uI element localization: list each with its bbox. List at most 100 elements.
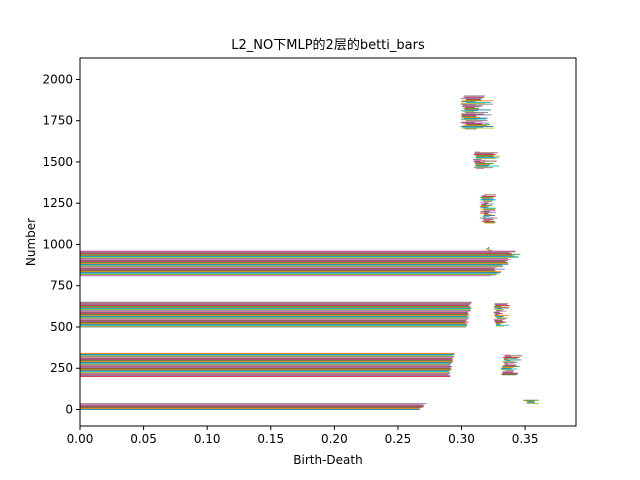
y-tick-label: 1750: [42, 114, 73, 128]
bar: [462, 105, 483, 107]
bar: [80, 326, 467, 328]
bar: [479, 217, 498, 219]
bar: [483, 215, 495, 216]
bar: [80, 372, 451, 374]
bar: [460, 102, 485, 104]
bar: [488, 249, 492, 251]
bar: [476, 158, 496, 160]
bar: [466, 124, 491, 126]
bar: [495, 325, 505, 327]
bar: [80, 374, 449, 376]
bar: [495, 324, 509, 326]
bar: [493, 312, 500, 314]
bar: [80, 363, 451, 365]
bar: [502, 366, 520, 367]
bar: [80, 260, 508, 262]
bar: [462, 114, 492, 116]
bar: [494, 303, 508, 305]
bar: [503, 372, 518, 374]
bar: [461, 100, 493, 102]
bar: [80, 324, 468, 326]
bar: [80, 309, 471, 311]
bar: [80, 258, 508, 259]
bar: [494, 320, 503, 322]
bar: [80, 354, 454, 356]
bar: [80, 307, 471, 309]
bar: [464, 108, 479, 110]
bar: [480, 206, 488, 208]
bar: [474, 165, 500, 167]
bar: [463, 117, 488, 119]
x-tick-label: 0.15: [257, 432, 284, 446]
y-tick-label: 1250: [42, 196, 73, 210]
bar: [80, 268, 505, 270]
bar: [465, 121, 483, 122]
bar: [80, 305, 469, 306]
y-tick-label: 500: [50, 320, 73, 334]
bar: [494, 304, 507, 306]
bar: [479, 199, 496, 201]
bar: [493, 319, 505, 320]
bar: [80, 403, 427, 405]
bar: [80, 258, 512, 260]
y-tick-label: 250: [50, 361, 73, 375]
bar: [80, 267, 497, 268]
bar: [474, 163, 494, 165]
bar: [80, 323, 468, 325]
bar: [80, 375, 451, 377]
bar: [483, 220, 490, 221]
bar: [461, 122, 490, 124]
bar: [481, 198, 494, 200]
bar: [80, 364, 451, 366]
axes-layer: 0.00 0.05 0.10 0.15 0.20 0.25 0.30 0.35 0 250 500 7…: [42, 72, 538, 446]
bar: [484, 214, 493, 216]
bar: [461, 106, 481, 108]
bar: [80, 256, 519, 258]
bar: [497, 318, 507, 320]
bar: [80, 272, 498, 274]
bar: [526, 403, 540, 404]
bar: [494, 319, 503, 321]
bar: [465, 123, 482, 125]
bar: [481, 204, 487, 206]
y-axis-label: Number: [24, 218, 38, 266]
bar: [475, 162, 486, 164]
bar: [80, 317, 468, 319]
bar: [494, 314, 499, 316]
bar: [461, 115, 477, 117]
bar: [80, 325, 467, 327]
bar: [475, 157, 500, 159]
bar: [80, 370, 450, 372]
bar: [80, 361, 454, 363]
y-tick-label: 750: [50, 279, 73, 293]
chart-title: L2_NO下MLP的2层的betti_bars: [231, 37, 425, 53]
bar: [80, 273, 500, 275]
bar: [473, 154, 496, 155]
bar: [464, 128, 477, 130]
bar: [484, 194, 496, 196]
bar: [460, 113, 485, 115]
bar: [505, 355, 523, 357]
bar: [479, 196, 494, 198]
bar: [494, 309, 504, 311]
bar: [80, 262, 508, 264]
bar: [80, 314, 469, 316]
bar: [476, 156, 495, 158]
bar: [80, 357, 453, 359]
bar: [505, 360, 511, 362]
bar: [495, 323, 501, 325]
bar: [80, 301, 472, 303]
bar: [473, 161, 481, 163]
bar: [505, 364, 517, 366]
bar: [80, 251, 516, 253]
bar: [473, 167, 493, 169]
bar: [486, 248, 489, 249]
bar: [480, 208, 497, 210]
x-tick-label: 0.20: [321, 432, 348, 446]
bar: [494, 305, 502, 307]
bar: [80, 303, 471, 305]
x-axis-label: Birth-Death: [293, 453, 362, 467]
bar: [495, 313, 503, 315]
bar: [503, 371, 514, 372]
bar: [463, 125, 488, 127]
